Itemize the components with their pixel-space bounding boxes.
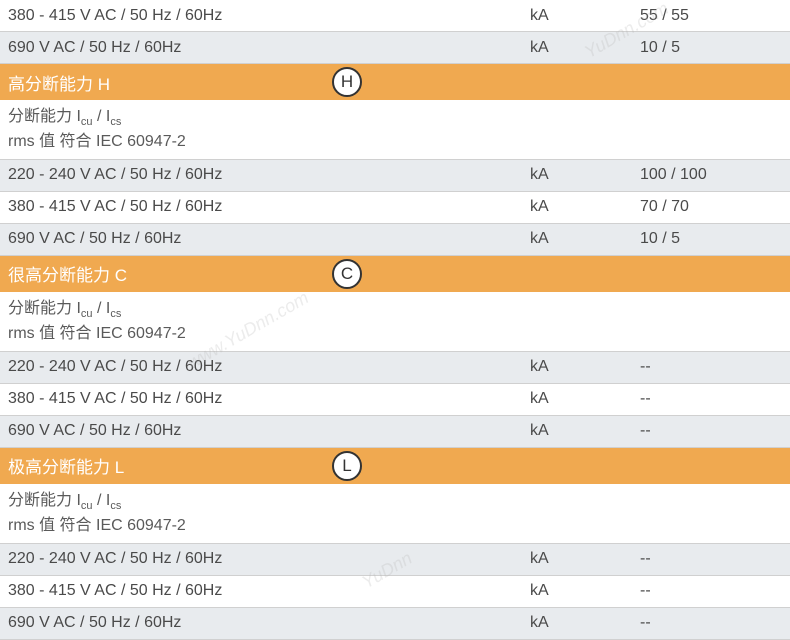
section-title: 高分断能力 H [8, 70, 110, 95]
spec-label: 220 - 240 V AC / 50 Hz / 60Hz [0, 166, 530, 184]
spec-unit: kA [530, 166, 640, 184]
subheader-text: 分断能力 I [8, 300, 81, 317]
table-row: 380 - 415 V AC / 50 Hz / 60Hz kA 70 / 70 [0, 192, 790, 224]
subheader-text: 分断能力 I [8, 108, 81, 125]
spec-value: 100 / 100 [640, 166, 790, 184]
spec-value: 70 / 70 [640, 198, 790, 216]
spec-unit: kA [530, 422, 640, 440]
badge-h-icon: H [332, 67, 362, 97]
section-title: 很高分断能力 C [8, 261, 127, 286]
table-row: 220 - 240 V AC / 50 Hz / 60Hz kA 100 / 1… [0, 160, 790, 192]
spec-value: 10 / 5 [640, 39, 790, 57]
spec-value: -- [640, 390, 790, 408]
spec-label: 690 V AC / 50 Hz / 60Hz [0, 422, 530, 440]
subheader-text: rms 值 符合 IEC 60947-2 [8, 325, 186, 342]
subscript: cs [110, 500, 121, 512]
spec-unit: kA [530, 7, 640, 25]
subscript: cu [81, 500, 93, 512]
table-row: 690 V AC / 50 Hz / 60Hz kA 10 / 5 [0, 224, 790, 256]
badge-l-icon: L [332, 451, 362, 481]
spec-label: 690 V AC / 50 Hz / 60Hz [0, 230, 530, 248]
spec-label: 220 - 240 V AC / 50 Hz / 60Hz [0, 358, 530, 376]
section-header-h: 高分断能力 H H [0, 64, 790, 100]
spec-unit: kA [530, 198, 640, 216]
spec-unit: kA [530, 358, 640, 376]
table-row: 380 - 415 V AC / 50 Hz / 60Hz kA 55 / 55 [0, 0, 790, 32]
subscript: cs [110, 308, 121, 320]
spec-unit: kA [530, 582, 640, 600]
spec-label: 220 - 240 V AC / 50 Hz / 60Hz [0, 550, 530, 568]
spec-unit: kA [530, 390, 640, 408]
subheader-text: / I [93, 108, 111, 125]
spec-value: 55 / 55 [640, 7, 790, 25]
spec-value: 10 / 5 [640, 230, 790, 248]
spec-label: 690 V AC / 50 Hz / 60Hz [0, 614, 530, 632]
spec-unit: kA [530, 230, 640, 248]
subheader-text: rms 值 符合 IEC 60947-2 [8, 517, 186, 534]
table-row: 690 V AC / 50 Hz / 60Hz kA 10 / 5 [0, 32, 790, 64]
table-row: 380 - 415 V AC / 50 Hz / 60Hz kA -- [0, 384, 790, 416]
spec-label: 380 - 415 V AC / 50 Hz / 60Hz [0, 198, 530, 216]
spec-value: -- [640, 422, 790, 440]
spec-value: -- [640, 358, 790, 376]
spec-unit: kA [530, 39, 640, 57]
spec-unit: kA [530, 614, 640, 632]
table-row: 690 V AC / 50 Hz / 60Hz kA -- [0, 608, 790, 640]
section-subheader: 分断能力 Icu / Ics rms 值 符合 IEC 60947-2 [0, 484, 790, 544]
subheader-text: / I [93, 492, 111, 509]
spec-unit: kA [530, 550, 640, 568]
subscript: cs [110, 116, 121, 128]
spec-label: 380 - 415 V AC / 50 Hz / 60Hz [0, 390, 530, 408]
section-header-c: 很高分断能力 C C [0, 256, 790, 292]
subscript: cu [81, 308, 93, 320]
spec-table: 380 - 415 V AC / 50 Hz / 60Hz kA 55 / 55… [0, 0, 790, 640]
subheader-text: 分断能力 I [8, 492, 81, 509]
section-subheader: 分断能力 Icu / Ics rms 值 符合 IEC 60947-2 [0, 292, 790, 352]
spec-value: -- [640, 550, 790, 568]
table-row: 690 V AC / 50 Hz / 60Hz kA -- [0, 416, 790, 448]
table-row: 220 - 240 V AC / 50 Hz / 60Hz kA -- [0, 352, 790, 384]
spec-label: 380 - 415 V AC / 50 Hz / 60Hz [0, 7, 530, 25]
badge-c-icon: C [332, 259, 362, 289]
spec-label: 690 V AC / 50 Hz / 60Hz [0, 39, 530, 57]
subscript: cu [81, 116, 93, 128]
spec-value: -- [640, 582, 790, 600]
section-title: 极高分断能力 L [8, 453, 124, 478]
spec-value: -- [640, 614, 790, 632]
section-header-l: 极高分断能力 L L [0, 448, 790, 484]
table-row: 220 - 240 V AC / 50 Hz / 60Hz kA -- [0, 544, 790, 576]
section-subheader: 分断能力 Icu / Ics rms 值 符合 IEC 60947-2 [0, 100, 790, 160]
subheader-text: / I [93, 300, 111, 317]
spec-label: 380 - 415 V AC / 50 Hz / 60Hz [0, 582, 530, 600]
subheader-text: rms 值 符合 IEC 60947-2 [8, 133, 186, 150]
table-row: 380 - 415 V AC / 50 Hz / 60Hz kA -- [0, 576, 790, 608]
